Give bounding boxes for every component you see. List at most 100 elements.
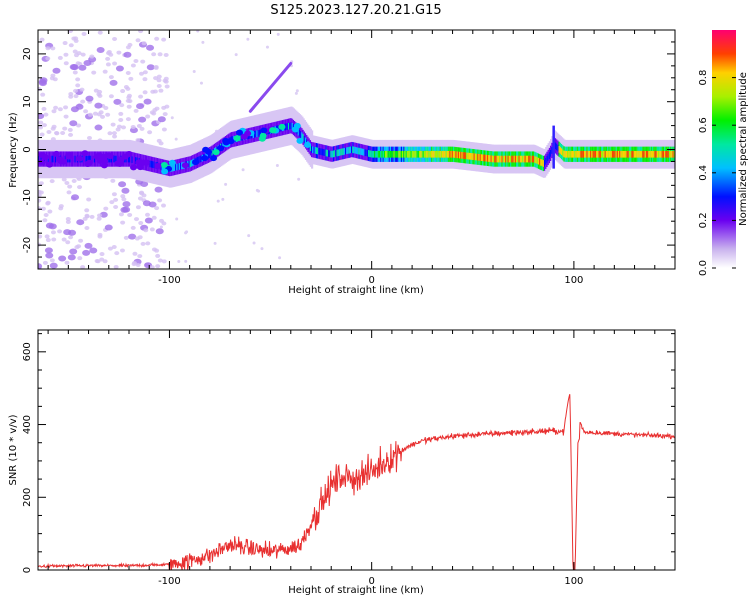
faint-dot xyxy=(265,45,269,49)
ridge-core xyxy=(536,157,539,164)
noise-blob xyxy=(151,111,157,116)
ridge-core xyxy=(584,150,587,158)
noise-blob xyxy=(127,212,133,217)
noise-blob xyxy=(120,89,126,94)
noise-blob xyxy=(143,98,152,105)
snr-xlabel: Height of straight line (km) xyxy=(288,585,424,596)
snr-xtick-label: 100 xyxy=(564,576,583,587)
ridge-core xyxy=(297,128,300,136)
figure-title: S125.2023.127.20.21.G15 xyxy=(270,3,441,18)
ridge-core xyxy=(530,155,533,163)
noise-blob xyxy=(92,111,98,116)
ridge-blob xyxy=(222,139,230,146)
noise-blob xyxy=(123,51,132,58)
noise-blob xyxy=(112,37,118,42)
noise-blob xyxy=(157,258,163,263)
ridge-core xyxy=(52,155,55,163)
noise-blob xyxy=(142,90,148,95)
spectrogram-marks xyxy=(38,30,675,269)
ridge-core xyxy=(500,155,503,163)
ridge-core xyxy=(642,150,645,158)
noise-blob xyxy=(143,228,149,233)
faint-dot xyxy=(260,247,264,251)
spectrogram-ylabel: Frequency (Hz) xyxy=(8,112,19,188)
ridge-core xyxy=(556,143,559,151)
noise-blob xyxy=(128,76,134,81)
ridge-blob xyxy=(136,164,144,171)
ridge-core xyxy=(577,150,581,158)
ridge-core xyxy=(540,158,543,166)
noise-blob xyxy=(50,46,56,51)
ridge-blob xyxy=(235,129,243,136)
noise-blob xyxy=(43,112,49,117)
ridge-core xyxy=(474,153,477,161)
ridge-blob xyxy=(269,127,277,134)
noise-blob xyxy=(156,78,162,83)
ridge-core xyxy=(417,150,420,158)
snr-ytick-label: 600 xyxy=(22,342,33,361)
ridge-core xyxy=(207,151,211,159)
ridge-core xyxy=(171,164,174,172)
noise-blob xyxy=(158,88,164,93)
ridge-core xyxy=(369,150,372,158)
ridge-core xyxy=(391,150,394,158)
ridge-core xyxy=(149,160,152,168)
noise-blob xyxy=(135,263,141,268)
noise-blob xyxy=(65,240,71,245)
noise-blob xyxy=(96,216,102,221)
ridge-core xyxy=(446,150,450,158)
ridge-core xyxy=(568,150,571,158)
ridge-core xyxy=(177,163,180,171)
ridge-core xyxy=(222,142,225,149)
ridge-core xyxy=(395,150,399,158)
ridge-blob xyxy=(84,161,92,168)
ridge-core xyxy=(409,150,412,158)
noise-blob xyxy=(118,181,127,188)
ridge-core xyxy=(383,150,386,158)
ridge-core xyxy=(172,164,175,172)
noise-blob xyxy=(39,37,45,42)
ridge-core xyxy=(381,150,384,158)
faint-dot xyxy=(184,231,188,235)
noise-blob xyxy=(54,130,60,135)
faint-dot xyxy=(177,259,181,263)
noise-blob xyxy=(89,214,95,219)
faint-dot xyxy=(201,40,205,44)
noise-blob xyxy=(121,125,127,130)
noise-blob xyxy=(108,94,114,99)
noise-blob xyxy=(102,69,108,74)
ridge-blob xyxy=(233,135,241,142)
ridge-core xyxy=(110,155,113,163)
noise-blob xyxy=(130,225,136,230)
ridge-core xyxy=(622,150,626,158)
ridge-core xyxy=(673,150,675,158)
ridge-core xyxy=(370,150,373,158)
ridge-core xyxy=(506,155,509,163)
ridge-core xyxy=(602,150,605,158)
ridge-core xyxy=(126,155,129,163)
ridge-core xyxy=(548,152,552,159)
ridge-core xyxy=(440,150,444,158)
ridge-core xyxy=(361,148,365,156)
ridge-core xyxy=(449,150,452,158)
noise-blob xyxy=(77,61,83,66)
noise-blob xyxy=(39,132,45,137)
ridge-core xyxy=(319,148,322,155)
ridge-core xyxy=(644,150,647,158)
ridge-core xyxy=(573,150,576,158)
ridge-blob xyxy=(142,159,150,166)
ridge-core xyxy=(658,150,661,158)
noise-blob xyxy=(128,233,137,240)
ridge-core xyxy=(648,150,651,158)
ridge-core xyxy=(359,148,362,155)
ridge-core xyxy=(499,155,502,163)
noise-blob xyxy=(40,92,46,97)
noise-blob xyxy=(38,87,42,92)
ridge-core xyxy=(209,151,212,159)
ridge-core xyxy=(386,150,389,158)
noise-blob xyxy=(157,116,166,123)
noise-blob xyxy=(43,213,49,218)
noise-blob xyxy=(45,201,51,206)
ridge-core xyxy=(372,150,376,158)
ridge-core xyxy=(92,155,95,163)
